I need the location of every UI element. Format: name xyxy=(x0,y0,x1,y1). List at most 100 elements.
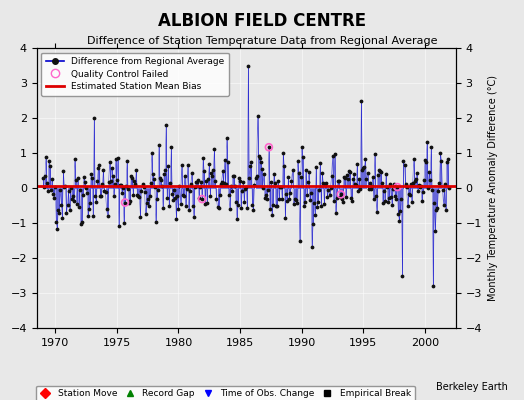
Point xyxy=(225,192,233,199)
Point xyxy=(395,218,403,224)
Point xyxy=(441,207,450,214)
Point xyxy=(113,177,121,183)
Point xyxy=(54,207,62,214)
Point xyxy=(105,159,114,165)
Point xyxy=(284,174,292,180)
Point xyxy=(233,216,241,222)
Point xyxy=(333,195,341,201)
Point xyxy=(177,200,185,207)
Point xyxy=(390,181,398,187)
Point xyxy=(39,174,47,181)
Point xyxy=(385,195,394,201)
Point xyxy=(328,173,336,180)
Point xyxy=(258,185,267,191)
Point xyxy=(267,179,275,185)
Point xyxy=(231,182,239,189)
Point xyxy=(431,227,440,234)
Point xyxy=(369,196,378,202)
Point xyxy=(198,196,206,202)
Point xyxy=(187,181,195,188)
Point xyxy=(336,191,345,198)
Point xyxy=(183,162,192,168)
Point xyxy=(81,178,89,185)
Point xyxy=(138,181,147,188)
Point xyxy=(216,181,225,187)
Point xyxy=(173,193,182,199)
Point xyxy=(116,182,124,188)
Point xyxy=(192,179,200,186)
Point xyxy=(378,180,386,186)
Point xyxy=(423,139,431,145)
Point xyxy=(268,212,276,218)
Point xyxy=(270,170,278,177)
Point xyxy=(94,164,103,171)
Point xyxy=(418,198,426,204)
Point xyxy=(141,211,150,218)
Point xyxy=(438,157,446,164)
Point xyxy=(370,151,379,157)
Point xyxy=(188,170,196,176)
Point xyxy=(277,184,286,190)
Point xyxy=(360,164,368,171)
Point xyxy=(273,203,281,209)
Point xyxy=(397,196,406,202)
Legend: Station Move, Record Gap, Time of Obs. Change, Empirical Break: Station Move, Record Gap, Time of Obs. C… xyxy=(36,386,414,400)
Point xyxy=(359,164,368,171)
Point xyxy=(146,193,154,199)
Point xyxy=(313,204,321,210)
Point xyxy=(303,192,311,198)
Point xyxy=(407,181,415,188)
Point xyxy=(275,196,283,202)
Point xyxy=(176,183,184,189)
Point xyxy=(164,163,172,169)
Point xyxy=(48,176,56,182)
Point xyxy=(401,181,410,187)
Point xyxy=(286,190,294,196)
Point xyxy=(139,184,148,190)
Point xyxy=(82,185,90,191)
Point xyxy=(427,143,435,150)
Point xyxy=(439,202,447,208)
Point xyxy=(358,166,367,173)
Point xyxy=(298,144,306,150)
Point xyxy=(77,220,85,227)
Point xyxy=(156,175,164,182)
Point xyxy=(107,165,116,171)
Point xyxy=(334,178,343,184)
Point xyxy=(379,200,387,206)
Point xyxy=(182,186,191,193)
Point xyxy=(89,213,97,220)
Point xyxy=(210,146,219,152)
Point xyxy=(387,194,395,200)
Point xyxy=(96,193,105,199)
Point xyxy=(374,171,382,178)
Point xyxy=(217,179,226,185)
Point xyxy=(69,193,77,200)
Point xyxy=(255,155,264,161)
Point xyxy=(129,191,137,198)
Point xyxy=(100,188,108,194)
Point xyxy=(366,186,375,192)
Point xyxy=(154,187,162,193)
Point xyxy=(323,194,332,200)
Point xyxy=(424,185,432,191)
Point xyxy=(104,178,113,185)
Point xyxy=(120,220,128,226)
Point xyxy=(160,170,168,177)
Text: Difference of Station Temperature Data from Regional Average: Difference of Station Temperature Data f… xyxy=(87,36,437,46)
Point xyxy=(274,178,282,184)
Point xyxy=(51,184,59,190)
Point xyxy=(388,202,396,208)
Point xyxy=(93,178,102,184)
Point xyxy=(248,202,257,208)
Point xyxy=(305,169,313,176)
Point xyxy=(314,198,322,205)
Point xyxy=(117,182,125,189)
Point xyxy=(230,173,238,179)
Point xyxy=(102,206,111,212)
Point xyxy=(229,173,237,180)
Point xyxy=(242,184,250,190)
Point xyxy=(252,175,260,181)
Point xyxy=(169,196,178,203)
Point xyxy=(442,159,451,165)
